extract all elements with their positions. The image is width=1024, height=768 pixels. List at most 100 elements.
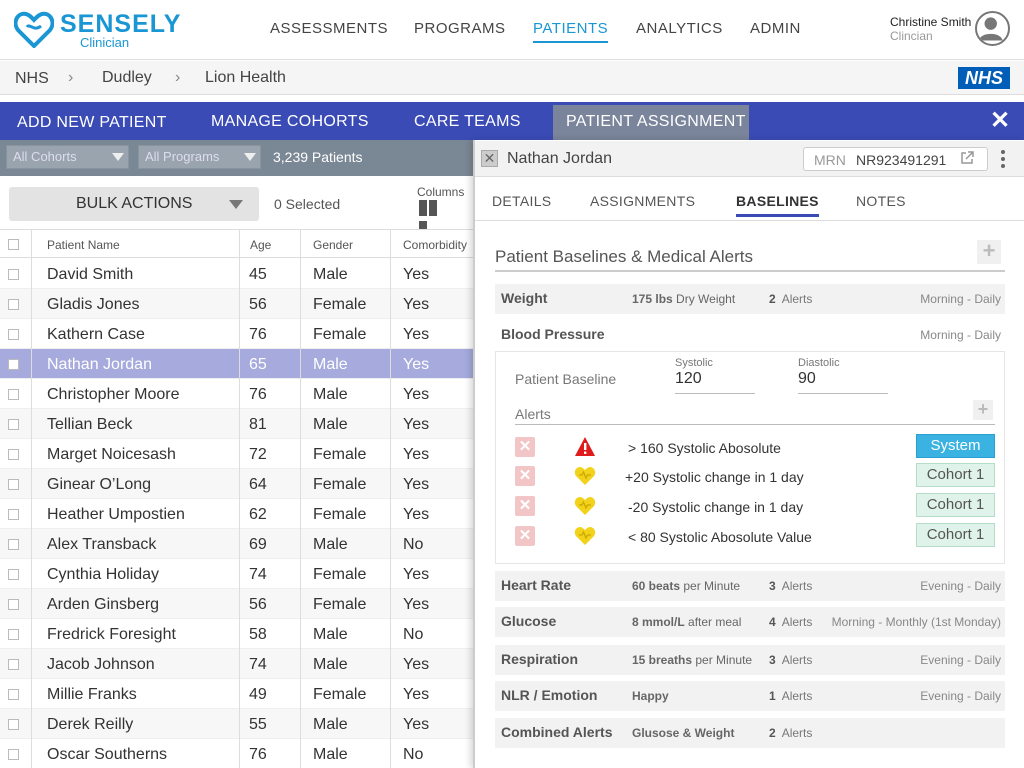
row-checkbox[interactable]	[8, 449, 19, 460]
row-checkbox[interactable]	[8, 749, 19, 760]
action-bar	[0, 102, 1024, 140]
add-new-patient-button[interactable]: ADD NEW PATIENT	[17, 114, 167, 131]
row-checkbox[interactable]	[8, 629, 19, 640]
table-row[interactable]: Alex Transback 69 Male No	[0, 529, 473, 559]
bulk-actions-dropdown[interactable]: BULK ACTIONS	[9, 187, 259, 221]
close-panel-icon[interactable]: ✕	[481, 150, 498, 167]
cell-gender: Male	[313, 386, 348, 403]
table-row[interactable]: Jacob Johnson 74 Male Yes	[0, 649, 473, 679]
row-checkbox[interactable]	[8, 569, 19, 580]
system-badge[interactable]: System	[916, 434, 995, 458]
nav-patients[interactable]: PATIENTS	[533, 20, 609, 43]
action-tab-active-bg	[553, 105, 749, 140]
close-icon[interactable]: ✕	[990, 107, 1011, 134]
table-row[interactable]: Heather Umpostien 62 Female Yes	[0, 499, 473, 529]
table-row[interactable]: Tellian Beck 81 Male Yes	[0, 409, 473, 439]
tab-details[interactable]: DETAILS	[492, 193, 552, 209]
mrn-field[interactable]: MRN NR923491291	[803, 147, 988, 171]
table-row[interactable]: Cynthia Holiday 74 Female Yes	[0, 559, 473, 589]
table-row[interactable]: Christopher Moore 76 Male Yes	[0, 379, 473, 409]
table-row[interactable]: Millie Franks 49 Female Yes	[0, 679, 473, 709]
avatar[interactable]	[975, 11, 1010, 46]
metric-row-heart-rate[interactable]: Heart Rate 60 beats per Minute 3 Alerts Eve…	[495, 571, 1005, 601]
cell-comorbidity: Yes	[403, 326, 430, 343]
table-row[interactable]: Oscar Southerns 76 Male No	[0, 739, 473, 768]
cell-age: 69	[249, 536, 267, 553]
tab-notes[interactable]: NOTES	[856, 193, 906, 209]
column-divider	[31, 229, 32, 768]
row-checkbox[interactable]	[8, 389, 19, 400]
row-checkbox[interactable]	[8, 269, 19, 280]
row-checkbox[interactable]	[8, 539, 19, 550]
remove-alert-icon[interactable]: ✕	[515, 526, 535, 546]
nav-analytics[interactable]: ANALYTICS	[636, 20, 723, 37]
breadcrumb-nhs[interactable]: NHS	[15, 70, 49, 87]
breadcrumb-lion-health[interactable]: Lion Health	[205, 69, 286, 86]
table-row[interactable]: Marget Noicesash 72 Female Yes	[0, 439, 473, 469]
metric-row-nlr-emotion[interactable]: NLR / Emotion Happy 1 Alerts Evening - Dai…	[495, 681, 1005, 711]
more-options-icon[interactable]	[1001, 150, 1005, 171]
row-checkbox[interactable]	[8, 299, 19, 310]
row-checkbox[interactable]	[8, 419, 19, 430]
remove-alert-icon[interactable]: ✕	[515, 496, 535, 516]
cell-name: Jacob Johnson	[47, 656, 155, 673]
external-link-icon[interactable]	[960, 151, 974, 165]
table-row[interactable]: David Smith 45 Male Yes	[0, 259, 473, 289]
manage-cohorts-button[interactable]: MANAGE COHORTS	[211, 113, 369, 130]
table-row[interactable]: Arden Ginsberg 56 Female Yes	[0, 589, 473, 619]
columns-icon[interactable]	[419, 200, 447, 237]
care-teams-button[interactable]: CARE TEAMS	[414, 113, 521, 130]
table-row[interactable]: Kathern Case 76 Female Yes	[0, 319, 473, 349]
metric-value: Happy	[632, 689, 669, 703]
cell-comorbidity: Yes	[403, 266, 430, 283]
column-header-name[interactable]: Patient Name	[47, 238, 120, 252]
tab-assignments[interactable]: ASSIGNMENTS	[590, 193, 696, 209]
breadcrumb-dudley[interactable]: Dudley	[102, 69, 152, 86]
column-header-age[interactable]: Age	[250, 238, 272, 252]
row-checkbox[interactable]	[8, 599, 19, 610]
metric-frequency: Morning - Daily	[920, 292, 1001, 306]
metric-row-blood-pressure[interactable]: Blood Pressure Morning - Daily	[495, 320, 1005, 350]
nav-assessments[interactable]: ASSESSMENTS	[270, 20, 389, 37]
patient-assignment-tab[interactable]: PATIENT ASSIGNMENT	[566, 113, 746, 130]
systolic-input[interactable]: 120	[675, 370, 755, 394]
user-name[interactable]: Christine Smith	[890, 15, 972, 29]
metric-row-combined-alerts[interactable]: Combined Alerts Glusose & Weight 2 Alerts	[495, 718, 1005, 748]
table-row[interactable]: Ginear O’Long 64 Female Yes	[0, 469, 473, 499]
program-filter-select[interactable]: All Programs	[138, 145, 261, 169]
metric-row-respiration[interactable]: Respiration 15 breaths per Minute 3 Alerts…	[495, 645, 1005, 675]
add-alert-icon[interactable]: +	[973, 400, 993, 420]
row-checkbox[interactable]	[8, 659, 19, 670]
table-row[interactable]: Gladis Jones 56 Female Yes	[0, 289, 473, 319]
metric-row-glucose[interactable]: Glucose 8 mmol/L after meal 4 Alerts Mornin…	[495, 607, 1005, 637]
cohort-badge[interactable]: Cohort 1	[916, 493, 995, 517]
patient-baseline-label: Patient Baseline	[515, 371, 617, 387]
remove-alert-icon[interactable]: ✕	[515, 466, 535, 486]
row-checkbox[interactable]	[8, 509, 19, 520]
select-all-checkbox[interactable]	[8, 239, 19, 250]
column-header-gender[interactable]: Gender	[313, 238, 354, 252]
diastolic-input[interactable]: 90	[798, 370, 888, 394]
table-row[interactable]: Nathan Jordan 65 Male Yes	[0, 349, 473, 379]
column-header-comorbidity[interactable]: Comorbidity	[403, 238, 468, 252]
row-checkbox[interactable]	[8, 479, 19, 490]
cohort-filter-value: All Cohorts	[13, 149, 77, 164]
cohort-filter-select[interactable]: All Cohorts	[6, 145, 129, 169]
metric-row-weight[interactable]: Weight 175 lbs Dry Weight 2 Alerts Morni…	[495, 284, 1005, 314]
nhs-logo: NHS	[958, 67, 1010, 89]
nav-programs[interactable]: PROGRAMS	[414, 20, 506, 37]
row-checkbox[interactable]	[8, 329, 19, 340]
row-checkbox[interactable]	[8, 689, 19, 700]
cohort-badge[interactable]: Cohort 1	[916, 463, 995, 487]
table-row[interactable]: Derek Reilly 55 Male Yes	[0, 709, 473, 739]
nav-admin[interactable]: ADMIN	[750, 20, 801, 37]
row-checkbox[interactable]	[8, 719, 19, 730]
tab-baselines[interactable]: BASELINES	[736, 193, 819, 217]
add-baseline-icon[interactable]: +	[977, 240, 1001, 264]
cell-comorbidity: No	[403, 626, 424, 643]
remove-alert-icon[interactable]: ✕	[515, 437, 535, 457]
table-row[interactable]: Fredrick Foresight 58 Male No	[0, 619, 473, 649]
row-checkbox[interactable]	[8, 359, 19, 370]
cell-gender: Male	[313, 746, 348, 763]
cohort-badge[interactable]: Cohort 1	[916, 523, 995, 547]
